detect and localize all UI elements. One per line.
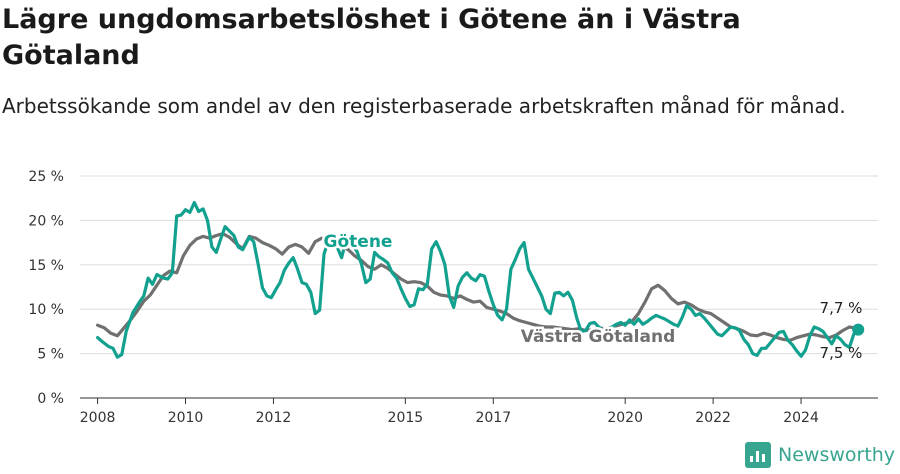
end-point-gotene	[852, 323, 865, 336]
y-tick-label: 0 %	[37, 391, 64, 407]
x-tick-label: 2022	[695, 410, 731, 426]
y-tick-label: 10 %	[28, 302, 64, 318]
y-tick-label: 20 %	[28, 213, 64, 229]
x-tick-label: 2020	[607, 410, 643, 426]
x-tick-label: 2015	[388, 410, 424, 426]
x-tick-label: 2024	[783, 410, 819, 426]
newsworthy-logo-icon	[745, 442, 771, 468]
chart-subtitle: Arbetssökande som andel av den registerb…	[2, 94, 846, 118]
end-label-vastra-gotaland: 7,5 %	[820, 344, 863, 362]
x-tick-label: 2012	[256, 410, 292, 426]
end-label-gotene: 7,7 %	[820, 299, 863, 317]
x-tick-label: 2008	[80, 410, 116, 426]
chart-title: Lägre ungdomsarbetslöshet i Götene än i …	[2, 4, 741, 71]
y-tick-label: 5 %	[37, 347, 64, 363]
y-tick-label: 15 %	[28, 258, 64, 274]
series-line-g-tene	[96, 201, 860, 359]
series-label-vastra-gotaland: Västra Götaland	[521, 327, 676, 347]
brand-name: Newsworthy	[778, 444, 896, 466]
y-tick-label: 25 %	[28, 169, 64, 185]
brand-logo: Newsworthy	[745, 440, 895, 470]
x-tick-label: 2017	[475, 410, 511, 426]
x-tick-label: 2010	[168, 410, 204, 426]
series-label-gotene: Götene	[324, 232, 393, 252]
series-line-v-stra-g-taland	[96, 232, 860, 342]
